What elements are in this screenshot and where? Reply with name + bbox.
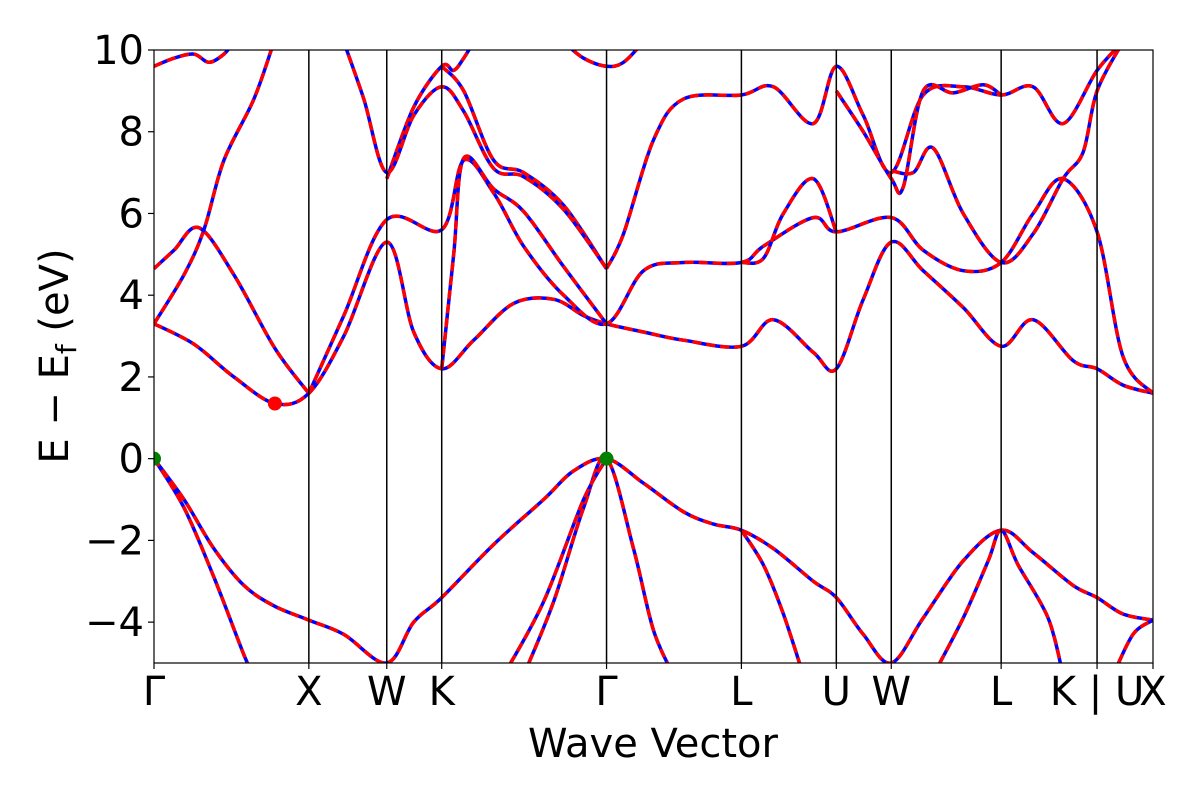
band-8-overlay bbox=[154, 50, 274, 325]
cbm-marker bbox=[267, 396, 282, 411]
band-9-overlay bbox=[154, 225, 311, 395]
y-tick-label-5: 6 bbox=[119, 191, 144, 237]
y-axis-label: E − Ef (eV) bbox=[32, 248, 83, 463]
band-3 bbox=[508, 457, 609, 663]
band-11-overlay bbox=[439, 154, 608, 369]
band-19 bbox=[154, 50, 231, 68]
x-tick-label-8: L bbox=[990, 669, 1013, 715]
kpoint-lines bbox=[308, 50, 1098, 663]
x-tick-label-3: K bbox=[429, 669, 457, 715]
x-tick-label-7: W bbox=[871, 669, 911, 715]
y-tick-label-4: 4 bbox=[119, 273, 144, 319]
x-tick-label-0: Γ bbox=[143, 669, 166, 715]
x-tick-label-4: Γ bbox=[595, 669, 618, 715]
y-tick-label-6: 8 bbox=[119, 110, 144, 156]
band-3-overlay bbox=[508, 457, 609, 663]
y-tick-label-1: −2 bbox=[85, 518, 144, 564]
band-12 bbox=[604, 50, 1118, 270]
band-10 bbox=[307, 157, 1153, 395]
y-ticks: −4 −2 0 2 4 6 8 10 bbox=[85, 28, 154, 646]
vbm-gamma-mid-marker bbox=[599, 451, 614, 466]
band-11 bbox=[439, 154, 608, 369]
x-tick-label-9: K | U bbox=[1050, 669, 1144, 715]
bands-layer bbox=[154, 50, 1153, 663]
band-4-overlay bbox=[739, 529, 802, 663]
band-14 bbox=[741, 176, 838, 266]
band-9 bbox=[154, 225, 311, 395]
band-13 bbox=[440, 65, 608, 270]
y-tick-label-2: 0 bbox=[119, 437, 144, 483]
y-tick-label-0: −4 bbox=[85, 600, 144, 646]
band-12-overlay bbox=[604, 50, 1118, 270]
band-15 bbox=[385, 50, 471, 180]
x-tick-label-5: L bbox=[730, 669, 753, 715]
band-1 bbox=[154, 457, 250, 663]
band-10-overlay bbox=[307, 157, 1153, 395]
y-tick-label-3: 2 bbox=[119, 355, 144, 401]
band-8 bbox=[154, 50, 274, 325]
y-tick-label-7: 10 bbox=[93, 28, 144, 74]
band-13-overlay bbox=[440, 65, 608, 270]
band-17 bbox=[890, 50, 1121, 265]
band-16 bbox=[344, 50, 608, 270]
plot-frame bbox=[153, 49, 1154, 664]
band-6 bbox=[1116, 618, 1153, 663]
band-2 bbox=[526, 456, 670, 663]
band-6-overlay bbox=[1116, 618, 1153, 663]
extrema-markers bbox=[154, 396, 614, 466]
band-15-overlay bbox=[385, 50, 471, 180]
band-18 bbox=[834, 82, 1003, 195]
x-tick-label-2: W bbox=[367, 669, 407, 715]
band-5-overlay bbox=[937, 528, 1063, 663]
band-4 bbox=[739, 529, 802, 663]
x-tick-label-10: X bbox=[1139, 669, 1166, 715]
x-axis-label: Wave Vector bbox=[528, 721, 779, 767]
x-tick-label-6: U bbox=[822, 669, 851, 715]
x-tick-label-1: X bbox=[295, 669, 322, 715]
band-5 bbox=[937, 528, 1063, 663]
vbm-gamma-start-marker bbox=[154, 451, 161, 466]
band-16-overlay bbox=[344, 50, 608, 270]
